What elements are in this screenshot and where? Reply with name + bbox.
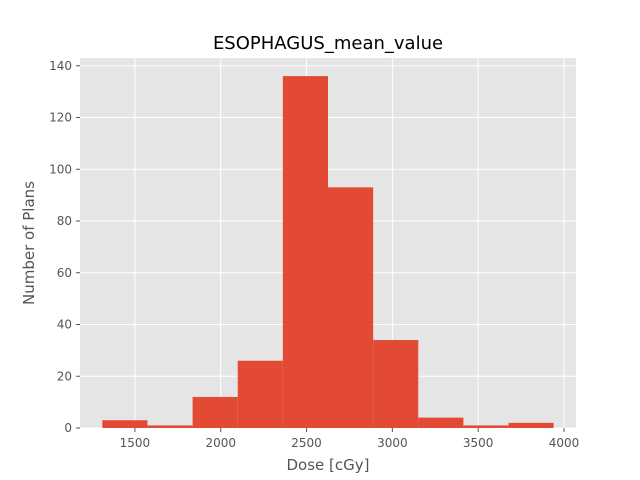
histogram-bar (282, 76, 328, 429)
histogram-bar (237, 360, 283, 428)
x-tick-label: 2000 (205, 436, 236, 450)
histogram-bar (328, 187, 374, 428)
y-axis-ticks: 0 20 40 60 80 100 120 140 (49, 59, 80, 435)
y-tick-label: 60 (57, 266, 72, 280)
histogram-bar (463, 425, 509, 428)
bars (102, 76, 554, 429)
x-tick-label: 2500 (291, 436, 322, 450)
chart-title: ESOPHAGUS_mean_value (213, 33, 443, 54)
histogram-bar (508, 422, 554, 428)
histogram-bar (418, 417, 464, 428)
y-tick-label: 0 (64, 421, 72, 435)
x-tick-label: 1500 (120, 436, 151, 450)
x-axis-ticks: 1500 2000 2500 3000 3500 4000 (120, 428, 580, 450)
y-tick-label: 140 (49, 59, 72, 73)
x-axis-label: Dose [cGy] (287, 456, 370, 474)
x-tick-label: 4000 (549, 436, 580, 450)
x-tick-label: 3500 (463, 436, 494, 450)
histogram-bar (192, 396, 238, 428)
y-tick-label: 20 (57, 369, 72, 383)
y-tick-label: 40 (57, 318, 72, 332)
histogram-bar (102, 420, 148, 428)
histogram-bar (147, 425, 193, 428)
histogram-bar (373, 340, 419, 428)
y-tick-label: 100 (49, 162, 72, 176)
y-tick-label: 120 (49, 111, 72, 125)
y-tick-label: 80 (57, 214, 72, 228)
x-tick-label: 3000 (377, 436, 408, 450)
y-axis-label: Number of Plans (20, 181, 38, 305)
